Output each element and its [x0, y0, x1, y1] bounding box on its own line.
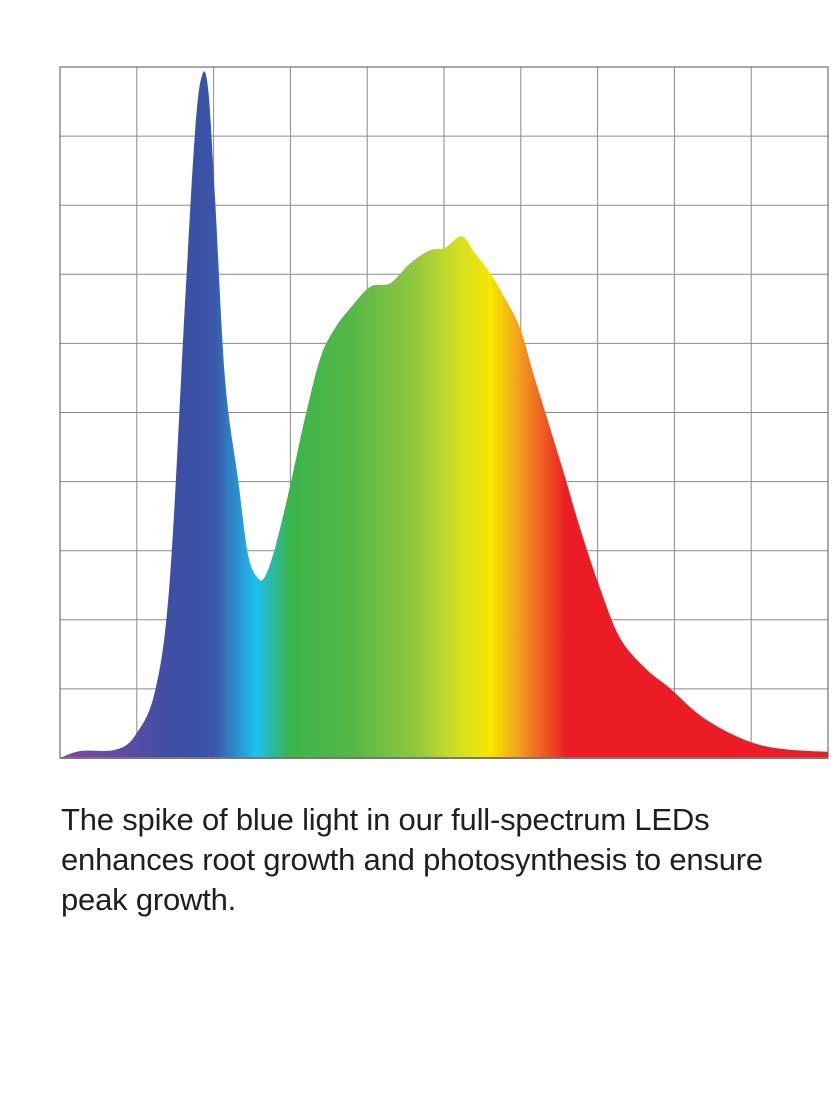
caption: The spike of blue light in our full-spec… — [61, 802, 763, 917]
spectrum-area — [60, 71, 828, 759]
spectrum-chart — [59, 66, 829, 759]
